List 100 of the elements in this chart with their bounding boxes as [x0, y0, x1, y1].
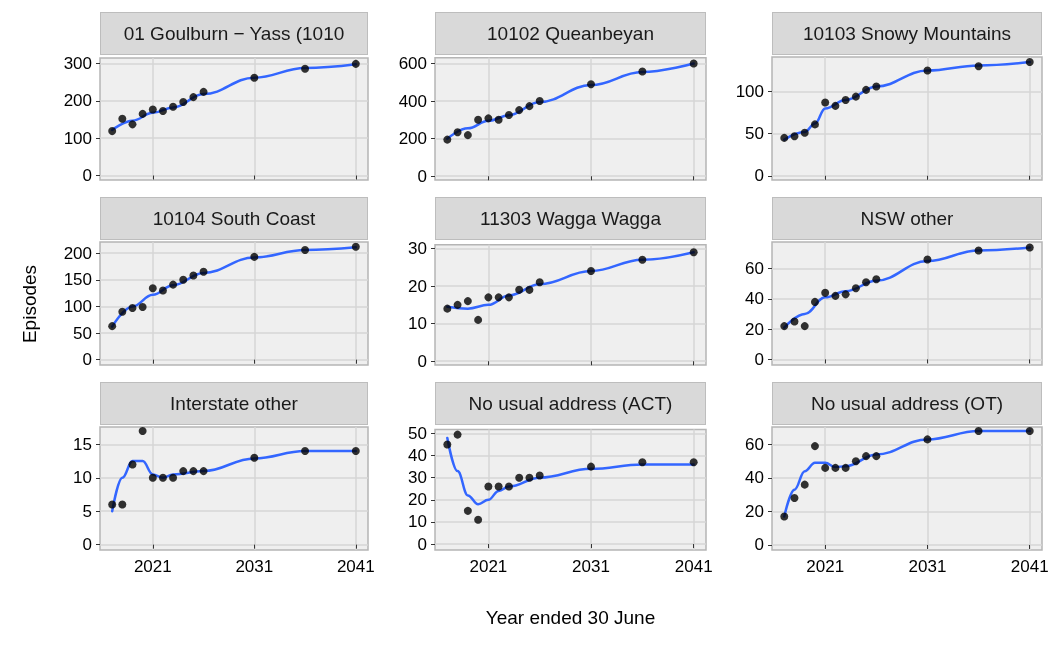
point: [474, 315, 483, 324]
point: [638, 458, 647, 467]
point: [453, 430, 462, 439]
point: [169, 473, 178, 482]
x-tick-label: 2021: [133, 557, 172, 576]
point: [189, 93, 198, 102]
point: [689, 59, 698, 68]
point: [443, 135, 452, 144]
chart-title: 01 Goulburn − Yass (1010: [100, 12, 368, 55]
y-tick-label: 50: [745, 124, 764, 144]
point: [525, 473, 534, 482]
point: [494, 115, 503, 124]
point: [851, 284, 860, 293]
y-tick-label: 60: [745, 259, 764, 279]
point: [108, 127, 117, 136]
point: [463, 506, 472, 515]
point: [463, 131, 472, 140]
point: [780, 133, 789, 142]
point: [923, 435, 932, 444]
point: [108, 322, 117, 331]
point: [525, 285, 534, 294]
point: [443, 440, 452, 449]
point: [841, 463, 850, 472]
point: [301, 245, 310, 254]
point: [515, 473, 524, 482]
point: [535, 278, 544, 287]
point: [800, 480, 809, 489]
point: [179, 467, 188, 476]
point: [148, 284, 157, 293]
y-tick-label: 0: [754, 349, 764, 369]
y-axis-title: Episodes: [18, 264, 41, 343]
point: [974, 246, 983, 255]
point: [821, 288, 830, 297]
point: [810, 297, 819, 306]
y-tick-label: 400: [398, 91, 427, 111]
y-tick-label: 0: [417, 534, 427, 554]
point: [872, 452, 881, 461]
point: [923, 66, 932, 75]
point: [484, 114, 493, 123]
y-tick-label: 100: [63, 128, 92, 148]
point: [1025, 58, 1034, 67]
y-tick-label: 0: [417, 351, 427, 371]
chart-title: No usual address (OT): [772, 382, 1042, 425]
point: [158, 106, 167, 115]
point: [800, 128, 809, 137]
point: [689, 458, 698, 467]
point: [841, 95, 850, 104]
y-tick-label: 60: [745, 434, 764, 454]
y-tick-label: 40: [745, 468, 764, 488]
point: [138, 109, 147, 118]
point: [484, 293, 493, 302]
y-tick-label: 200: [63, 91, 92, 111]
point: [148, 473, 157, 482]
point: [128, 460, 137, 469]
y-tick-label: 40: [408, 446, 427, 466]
y-tick-label: 50: [73, 323, 92, 343]
point: [250, 73, 259, 82]
point: [525, 102, 534, 111]
point: [118, 307, 127, 316]
point: [128, 120, 137, 129]
point: [189, 271, 198, 280]
y-tick-label: 30: [408, 468, 427, 488]
point: [169, 280, 178, 289]
point: [638, 255, 647, 264]
x-tick-label: 2021: [469, 557, 508, 576]
point: [148, 105, 157, 114]
chart-title: 10104 South Coast: [100, 197, 368, 240]
y-tick-label: 10: [73, 468, 92, 488]
point: [515, 285, 524, 294]
y-tick-label: 100: [735, 82, 764, 102]
point: [821, 98, 830, 107]
point: [250, 453, 259, 462]
chart-title: 10103 Snowy Mountains: [772, 12, 1042, 55]
point: [862, 452, 871, 461]
point: [535, 97, 544, 106]
y-tick-label: 150: [63, 270, 92, 290]
point: [189, 467, 198, 476]
point: [199, 467, 208, 476]
y-tick-label: 20: [745, 319, 764, 339]
point: [351, 242, 360, 251]
point: [535, 471, 544, 480]
point: [453, 300, 462, 309]
point: [587, 462, 596, 471]
y-tick-label: 5: [82, 501, 92, 521]
x-tick-label: 2041: [336, 557, 375, 576]
point: [923, 255, 932, 264]
point: [301, 447, 310, 456]
point: [974, 62, 983, 71]
point: [821, 463, 830, 472]
point: [118, 500, 127, 509]
x-tick-label: 2041: [1010, 557, 1049, 576]
point: [250, 252, 259, 261]
point: [158, 473, 167, 482]
point: [872, 275, 881, 284]
point: [862, 278, 871, 287]
y-tick-label: 20: [408, 490, 427, 510]
y-tick-label: 0: [754, 535, 764, 555]
chart-title: No usual address (ACT): [435, 382, 706, 425]
point: [118, 114, 127, 123]
y-tick-label: 0: [82, 535, 92, 555]
